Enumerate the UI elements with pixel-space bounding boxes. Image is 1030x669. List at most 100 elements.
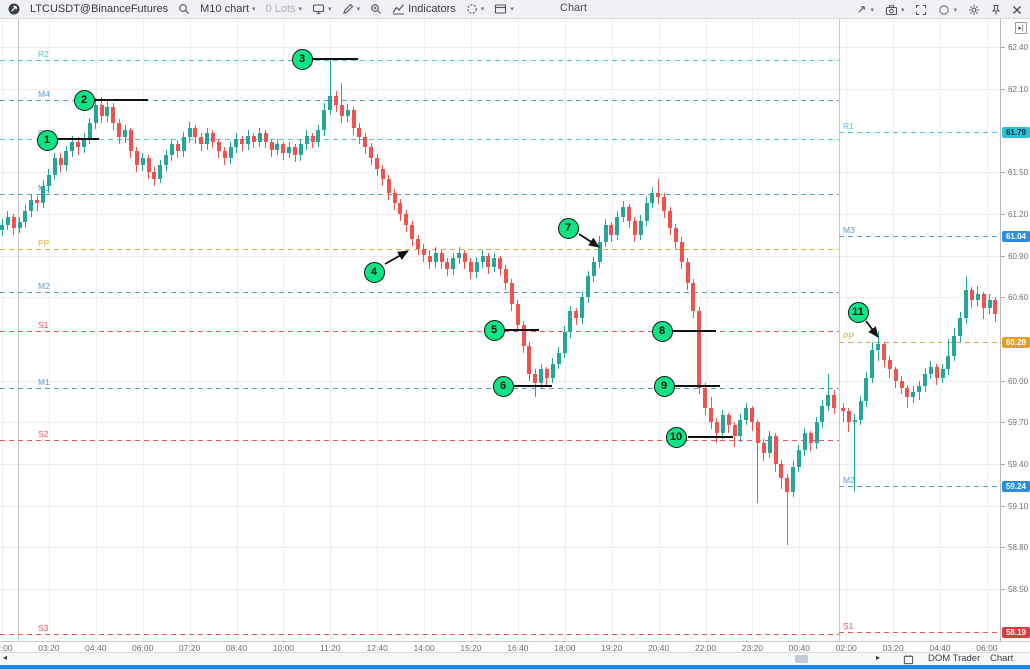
candle <box>421 248 426 256</box>
candle <box>744 408 749 420</box>
candle <box>345 109 350 117</box>
time-tick-label: 15:20 <box>460 643 482 652</box>
goto-latest-button[interactable]: ▸| <box>1015 22 1027 34</box>
candle <box>169 144 174 156</box>
candle <box>87 123 92 139</box>
pin-window-button[interactable] <box>989 1 1003 18</box>
tab-dom-trader[interactable]: DOM Trader <box>928 653 981 664</box>
candle <box>852 419 857 423</box>
annotation-circle-6[interactable]: 6 <box>492 375 514 397</box>
annotation-circle-4[interactable]: 4 <box>363 261 385 283</box>
indicators-button[interactable]: Indicators <box>390 1 458 18</box>
annotation-circle-1[interactable]: 1 <box>36 129 58 151</box>
app-logo-icon[interactable] <box>6 1 22 18</box>
price-axis[interactable]: ▸| 62.40 62.10 61.50 61.20 60.90 60.60 60.00 59… <box>1000 19 1030 641</box>
price-tick-mark <box>1001 47 1005 48</box>
time-axis[interactable]: 02:00 03:20 04:40 06:00 07:20 08:40 10:00 11:20… <box>0 641 1030 652</box>
caret-down-icon: ▾ <box>900 6 905 14</box>
candle <box>82 138 87 148</box>
candle <box>550 363 555 378</box>
time-tick-label: 06:00 <box>976 643 998 652</box>
price-tick-mark <box>1001 88 1005 90</box>
candle <box>958 318 963 337</box>
close-window-button[interactable] <box>1010 1 1024 18</box>
candle <box>287 147 292 153</box>
candle <box>146 158 151 173</box>
window-layout-button[interactable]: ▾ <box>492 1 516 18</box>
annotation-circle-10[interactable]: 10 <box>665 426 687 448</box>
scroll-left-arrow[interactable]: ◂ <box>3 653 8 662</box>
candle <box>905 387 910 398</box>
pivot-line-s3 <box>0 633 839 635</box>
candle <box>275 144 280 150</box>
time-tick-label: 18:00 <box>554 643 576 652</box>
annotation-circle-2[interactable]: 2 <box>73 89 95 111</box>
annotation-circle-9[interactable]: 9 <box>653 375 675 397</box>
price-tick-label: 61.20 <box>1008 209 1029 219</box>
lots-label: 0 Lots <box>265 3 296 15</box>
time-tick-label: 03:20 <box>882 643 904 652</box>
candle <box>911 391 916 398</box>
price-level-chip: 61.79 <box>1002 126 1030 138</box>
candle <box>755 422 760 444</box>
candle-wick <box>757 419 759 503</box>
candle <box>568 311 573 332</box>
grid-line-vertical <box>940 19 941 641</box>
candle <box>934 366 939 378</box>
candle <box>416 238 421 249</box>
price-tick-mark <box>1001 464 1005 465</box>
instrument-selector[interactable]: LTCUSDT@BinanceFutures <box>28 1 170 18</box>
price-tick-mark <box>1001 297 1005 299</box>
annotation-circle-11[interactable]: 11 <box>847 301 869 323</box>
candle <box>615 216 620 235</box>
grid-line-horizontal <box>0 547 1000 549</box>
grid-line-vertical <box>752 19 754 641</box>
accent-bar <box>0 665 1030 669</box>
price-tick-mark <box>1001 505 1005 507</box>
screenshot-button[interactable]: ▾ <box>883 1 907 18</box>
pivot-line-m2 <box>0 291 839 293</box>
grid-line-vertical <box>2 19 3 641</box>
chart-plot-area[interactable]: R2M4R1M3PPM2S1M1S2S3R1M3PPM2S11234567891… <box>0 19 1000 641</box>
candle <box>981 294 986 309</box>
annotation-circle-7[interactable]: 7 <box>557 217 579 239</box>
calendar-icon[interactable] <box>903 654 914 668</box>
candle <box>304 135 309 145</box>
settings-gear-icon[interactable] <box>966 1 982 18</box>
display-settings-button[interactable]: ▾ <box>310 1 334 18</box>
candle <box>99 105 104 117</box>
candle <box>750 408 755 423</box>
pivot-label-m1: M1 <box>38 376 50 387</box>
send-to-button[interactable]: ▾ <box>854 1 876 18</box>
candle <box>993 299 998 314</box>
strategies-button[interactable]: ▾ <box>464 1 487 18</box>
price-tick-mark <box>1001 547 1005 549</box>
candle <box>328 95 333 110</box>
candle <box>257 133 262 142</box>
grid-line-horizontal <box>0 47 1000 48</box>
link-button[interactable]: ▾ <box>936 1 959 18</box>
scrollbar-thumb[interactable] <box>795 655 808 663</box>
candle <box>205 133 210 145</box>
candle <box>427 255 432 263</box>
candle <box>870 350 875 378</box>
candle <box>720 415 725 434</box>
candle <box>5 216 10 225</box>
instrument-search-icon[interactable] <box>176 1 192 18</box>
grid-line-vertical <box>236 19 238 641</box>
candle <box>322 109 327 131</box>
drawing-tools-button[interactable]: ▾ <box>340 1 363 18</box>
lots-selector[interactable]: 0 Lots ▾ <box>264 1 304 18</box>
interval-selector[interactable]: M10 chart ▾ <box>198 1 257 18</box>
scroll-right-arrow[interactable]: ▸ <box>876 653 881 662</box>
fullscreen-button[interactable] <box>913 1 929 18</box>
annotation-circle-8[interactable]: 8 <box>651 320 673 342</box>
annotation-circle-5[interactable]: 5 <box>483 319 505 341</box>
zoom-in-button[interactable] <box>368 1 384 18</box>
time-tick-label: 02:00 <box>835 643 857 652</box>
window-title: Chart <box>560 2 587 14</box>
candle <box>76 141 81 148</box>
candle <box>158 165 163 180</box>
annotation-circle-3[interactable]: 3 <box>291 48 313 70</box>
grid-line-horizontal <box>0 88 1000 90</box>
